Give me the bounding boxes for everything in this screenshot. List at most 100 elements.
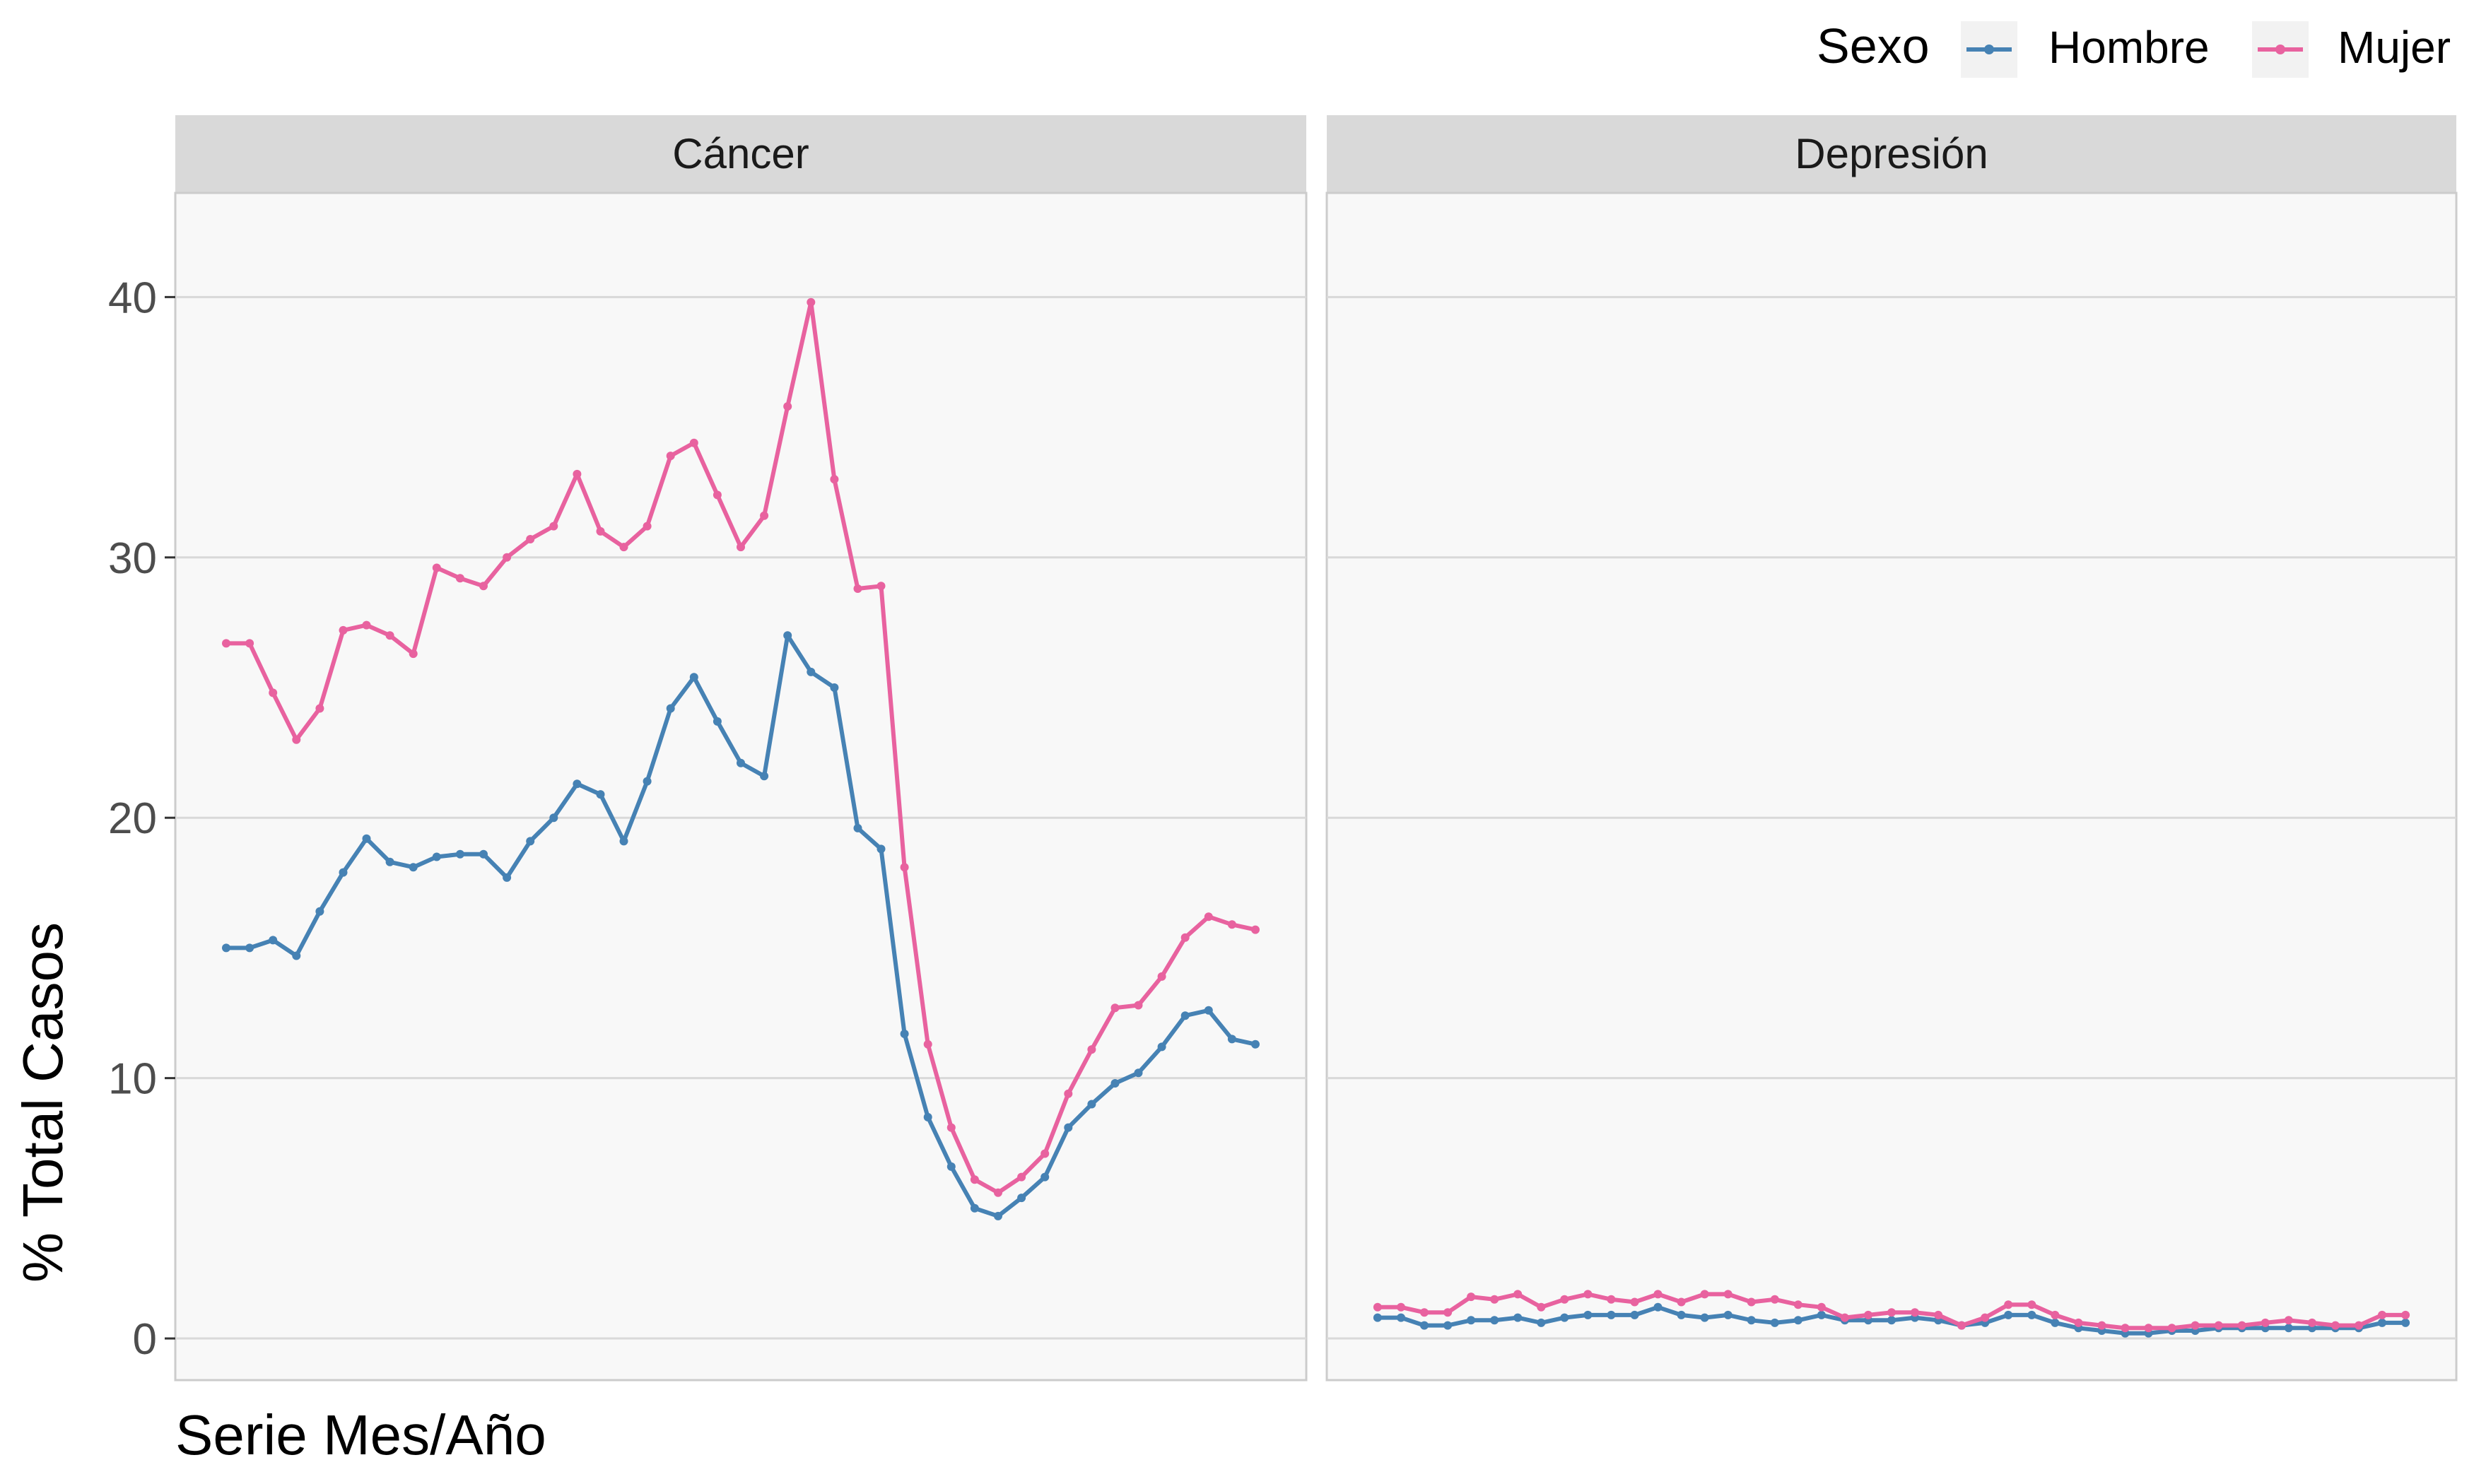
data-point-mujer: [503, 553, 512, 562]
legend-key-mujer: [2258, 45, 2303, 54]
data-point-mujer: [783, 402, 792, 411]
data-point-hombre: [760, 772, 769, 781]
legend-label-hombre[interactable]: Hombre: [2048, 22, 2210, 73]
legend-point-hombre: [1984, 45, 1994, 54]
data-point-hombre: [713, 717, 722, 726]
data-point-hombre: [1397, 1313, 1405, 1322]
panel-depresion: Depresión: [1325, 115, 2458, 1382]
data-point-hombre: [1607, 1310, 1616, 1319]
data-point-mujer: [619, 543, 628, 552]
data-point-mujer: [1981, 1313, 1990, 1322]
data-point-hombre: [877, 844, 886, 854]
data-point-mujer: [1793, 1300, 1802, 1309]
y-tick-label: 40: [108, 273, 157, 322]
data-point-mujer: [1227, 920, 1236, 929]
data-point-hombre: [2378, 1318, 2386, 1327]
data-point-mujer: [2097, 1321, 2106, 1330]
data-point-mujer: [877, 582, 886, 591]
data-point-hombre: [269, 936, 278, 945]
data-point-hombre: [1087, 1100, 1096, 1109]
data-point-mujer: [1934, 1310, 1943, 1319]
data-point-mujer: [1134, 1001, 1143, 1010]
data-point-mujer: [2331, 1321, 2340, 1330]
data-point-mujer: [1747, 1297, 1756, 1307]
data-point-hombre: [2401, 1318, 2410, 1327]
data-point-mujer: [1770, 1295, 1779, 1304]
gridlines-cancer: [175, 295, 1306, 1340]
data-point-hombre: [1420, 1321, 1429, 1330]
data-point-hombre: [666, 704, 675, 713]
data-point-hombre: [573, 779, 582, 789]
data-point-mujer: [432, 563, 441, 572]
data-point-mujer: [292, 735, 301, 744]
data-point-hombre: [409, 863, 418, 872]
data-point-hombre: [1251, 1040, 1260, 1049]
data-point-mujer: [1700, 1290, 1709, 1299]
data-point-mujer: [923, 1040, 932, 1049]
data-point-mujer: [455, 574, 464, 583]
legend-title: Sexo: [1817, 18, 1930, 73]
data-point-mujer: [1864, 1310, 1872, 1319]
data-point-mujer: [2191, 1321, 2200, 1330]
data-point-hombre: [783, 631, 792, 640]
data-point-hombre: [1817, 1310, 1826, 1319]
legend-point-mujer: [2275, 45, 2285, 54]
data-point-mujer: [946, 1123, 956, 1132]
data-point-hombre: [1134, 1068, 1143, 1078]
data-point-mujer: [830, 475, 839, 484]
data-point-mujer: [807, 298, 816, 307]
data-point-mujer: [1204, 912, 1213, 921]
data-point-mujer: [1817, 1302, 1826, 1312]
data-point-mujer: [737, 543, 745, 552]
data-point-hombre: [339, 868, 348, 877]
data-point-hombre: [1373, 1313, 1382, 1322]
data-point-hombre: [1040, 1172, 1050, 1182]
data-point-hombre: [807, 667, 816, 676]
data-point-hombre: [1677, 1310, 1686, 1319]
series-depresion: [1373, 1290, 2410, 1338]
data-point-hombre: [1723, 1310, 1733, 1319]
data-point-mujer: [1490, 1295, 1499, 1304]
data-point-mujer: [1653, 1290, 1663, 1299]
data-point-hombre: [1490, 1316, 1499, 1325]
legend-label-mujer[interactable]: Mujer: [2338, 22, 2451, 73]
data-point-mujer: [1040, 1149, 1050, 1158]
data-point-hombre: [526, 837, 535, 846]
data-point-hombre: [900, 1030, 909, 1038]
data-point-mujer: [2051, 1310, 2060, 1319]
data-point-hombre: [830, 683, 839, 692]
series-cancer: [222, 298, 1260, 1220]
data-point-hombre: [222, 943, 230, 953]
data-point-hombre: [1180, 1011, 1190, 1020]
data-point-mujer: [549, 522, 558, 531]
data-point-mujer: [362, 620, 371, 630]
data-point-mujer: [222, 639, 230, 648]
data-point-hombre: [689, 673, 698, 682]
data-point-mujer: [970, 1175, 979, 1184]
data-point-mujer: [409, 649, 418, 659]
data-point-hombre: [1204, 1006, 1213, 1015]
data-point-mujer: [1723, 1290, 1733, 1299]
data-point-mujer: [760, 511, 769, 520]
data-point-mujer: [1911, 1308, 1919, 1317]
data-point-mujer: [526, 535, 535, 543]
data-point-mujer: [2237, 1321, 2246, 1330]
data-point-hombre: [2284, 1324, 2293, 1333]
data-point-mujer: [994, 1188, 1002, 1197]
data-point-hombre: [1747, 1316, 1756, 1325]
data-point-hombre: [1583, 1310, 1593, 1319]
y-tick-label: 10: [108, 1055, 157, 1104]
data-point-mujer: [1157, 972, 1166, 981]
data-point-mujer: [1443, 1308, 1453, 1317]
data-point-mujer: [1087, 1045, 1096, 1054]
strip-title-cancer: Cáncer: [672, 130, 809, 177]
plot-area-depresion: [1325, 192, 2458, 1382]
data-point-mujer: [900, 863, 909, 872]
data-point-mujer: [596, 526, 605, 536]
data-point-mujer: [1630, 1297, 1639, 1307]
data-point-hombre: [1017, 1194, 1026, 1203]
data-point-mujer: [245, 639, 254, 648]
data-point-mujer: [1887, 1308, 1896, 1317]
data-point-mujer: [666, 452, 675, 461]
